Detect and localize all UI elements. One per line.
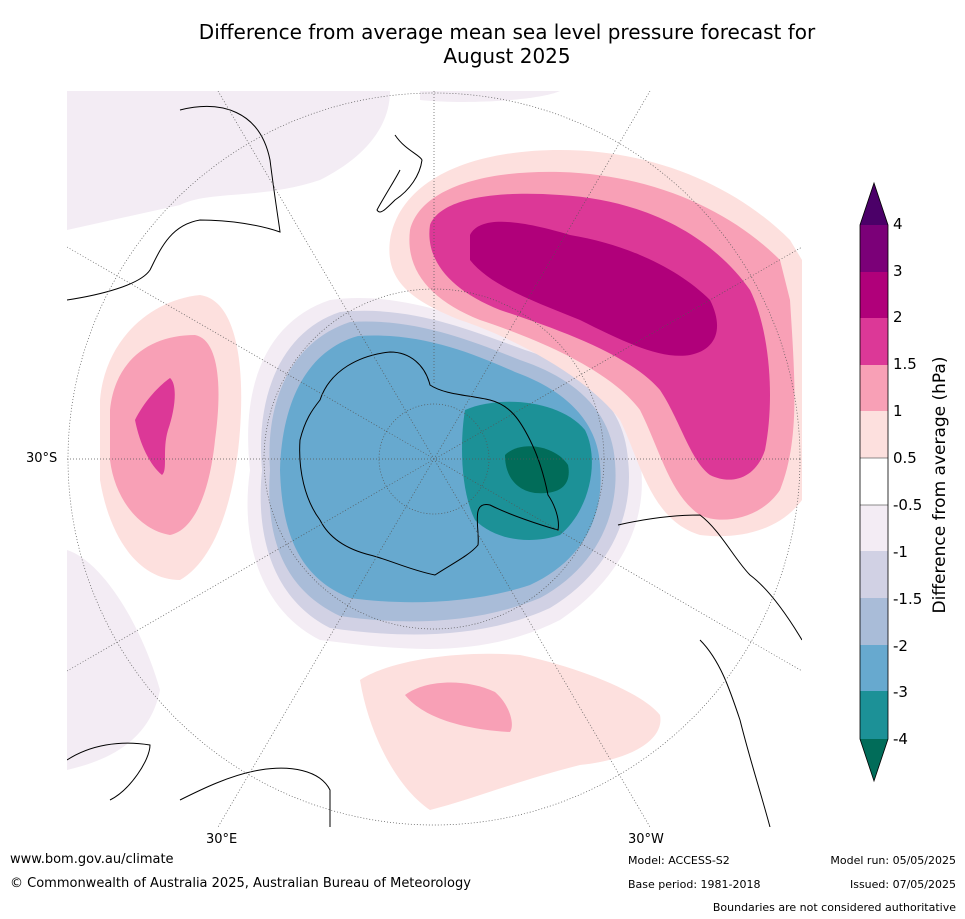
colorbar-tick-label: 1 xyxy=(893,402,903,420)
new-zealand-coastline xyxy=(376,134,423,213)
colorbar-segment-1.5-to-2 xyxy=(860,318,888,365)
lat-label-30s: 30°S xyxy=(26,451,58,466)
colorbar-tick-label: -1.5 xyxy=(893,590,923,608)
positive-band-1.5-w xyxy=(135,378,175,475)
colorbar-tick-label: -0.5 xyxy=(893,496,923,514)
model-text: Model: ACCESS-S2 xyxy=(628,854,730,867)
colorbar-segment-minus-3-to-minus-2 xyxy=(860,645,888,691)
weak-negative-region-nw xyxy=(67,91,390,230)
australia-coastline xyxy=(67,106,281,301)
base-period-text: Base period: 1981-2018 xyxy=(628,878,761,891)
colorbar-tick-label: 3 xyxy=(893,262,903,280)
disclaimer-text: Boundaries are not considered authoritat… xyxy=(712,901,956,914)
colorbar-segment-neutral xyxy=(860,458,888,505)
colorbar-tick-label: 0.5 xyxy=(893,449,917,467)
colorbar-title: Difference from average (hPa) xyxy=(930,356,950,614)
weak-negative-region-ne xyxy=(420,91,560,102)
lon-label-30e: 30°E xyxy=(206,832,238,847)
colorbar-tick-label: 4 xyxy=(893,215,903,233)
colorbar-tick-label: -4 xyxy=(893,730,908,748)
antarctica-coastline xyxy=(299,351,559,576)
map-title: Difference from average mean sea level p… xyxy=(0,20,965,68)
south-america-coastline xyxy=(617,514,802,827)
title-line-2: August 2025 xyxy=(443,44,571,68)
colorbar-extension-top xyxy=(860,183,888,225)
website-text: www.bom.gov.au/climate xyxy=(10,852,174,867)
colorbar-segment-minus-1-to-minus-0.5 xyxy=(860,505,888,551)
colorbar-extension-bottom xyxy=(860,739,888,781)
africa-coastline xyxy=(67,742,331,827)
negative-core-minus-4 xyxy=(505,446,569,494)
colorbar-segment-minus-1.5-to-minus-1 xyxy=(860,551,888,598)
colorbar-tick-label: 1.5 xyxy=(893,355,917,373)
colorbar-segment-3-to-4 xyxy=(860,225,888,272)
weak-negative-region-w xyxy=(67,550,160,770)
positive-band-1-s xyxy=(405,682,512,732)
issued-text: Issued: 07/05/2025 xyxy=(849,878,956,891)
graticule xyxy=(67,91,802,827)
title-line-1: Difference from average mean sea level p… xyxy=(198,20,816,44)
map-area xyxy=(67,91,802,827)
colorbar-tick-label: -2 xyxy=(893,637,908,655)
lon-label-30w: 30°W xyxy=(628,832,664,847)
colorbar-segment-minus-2-to-minus-1.5 xyxy=(860,598,888,645)
colorbar-tick-label: -3 xyxy=(893,683,908,701)
colorbar xyxy=(859,181,889,783)
colorbar-segment-1-to-1.5 xyxy=(860,365,888,411)
colorbar-tick-label: 2 xyxy=(893,308,903,326)
coastlines xyxy=(67,106,802,827)
positive-band-2-ne xyxy=(470,221,718,356)
model-run-text: Model run: 05/05/2025 xyxy=(830,854,956,867)
colorbar-segment-0.5-to-1 xyxy=(860,411,888,458)
colorbar-segment-minus-4-to-minus-3 xyxy=(860,691,888,739)
copyright-text: © Commonwealth of Australia 2025, Austra… xyxy=(10,876,471,891)
colorbar-segment-2-to-3 xyxy=(860,272,888,318)
colorbar-tick-label: -1 xyxy=(893,543,908,561)
